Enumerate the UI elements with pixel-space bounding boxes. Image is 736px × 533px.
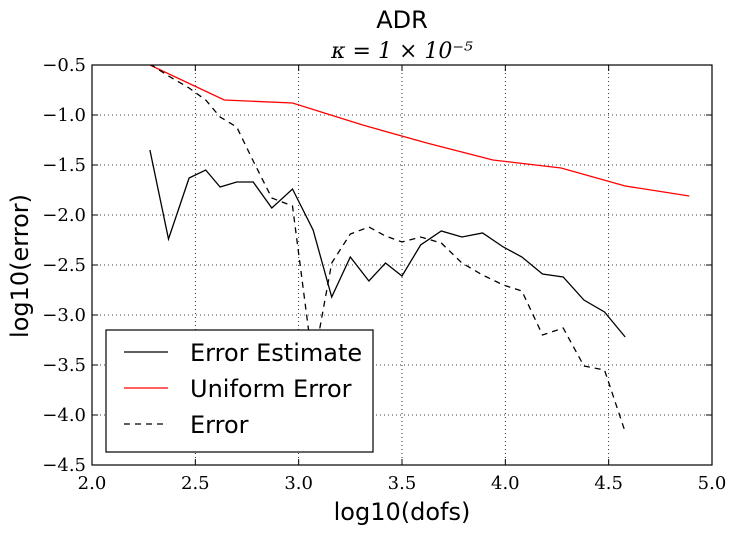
chart-subtitle: κ = 1 × 10⁻⁵ (330, 39, 473, 64)
y-tick-label: −4.5 (42, 455, 86, 476)
legend-label: Error Estimate (190, 339, 362, 367)
y-tick-label: −2.0 (42, 205, 86, 226)
chart-title: ADR (376, 6, 428, 34)
y-axis-label: log10(error) (6, 194, 34, 338)
x-tick-label: 4.0 (491, 473, 520, 494)
y-tick-label: −0.5 (42, 55, 86, 76)
x-tick-label: 5.0 (698, 473, 727, 494)
legend-label: Uniform Error (190, 375, 352, 403)
ticks: 2.0 2.5 3.0 3.5 4.0 4.5 5.0 −0.5 −1.0 −1.5 −2.0 −2.… (42, 55, 726, 494)
x-tick-label: 4.5 (594, 473, 623, 494)
y-tick-label: −3.5 (42, 355, 86, 376)
y-tick-label: −1.0 (42, 105, 86, 126)
x-tick-label: 2.0 (78, 473, 107, 494)
series-group (149, 65, 690, 433)
y-tick-label: −4.0 (42, 405, 86, 426)
x-tick-label: 3.0 (284, 473, 313, 494)
series-line-1 (149, 149, 626, 338)
x-tick-label: 2.5 (181, 473, 210, 494)
series-line-2 (149, 65, 690, 197)
legend: Error Estimate Uniform Error Error (105, 329, 374, 453)
legend-label: Error (190, 411, 249, 439)
grid (92, 65, 712, 465)
y-tick-label: −3.0 (42, 305, 86, 326)
series-line-3 (150, 65, 626, 433)
legend-box (105, 329, 374, 453)
x-tick-label: 3.5 (388, 473, 417, 494)
x-axis-label: log10(dofs) (334, 498, 471, 526)
y-tick-label: −2.5 (42, 255, 86, 276)
y-tick-label: −1.5 (42, 155, 86, 176)
